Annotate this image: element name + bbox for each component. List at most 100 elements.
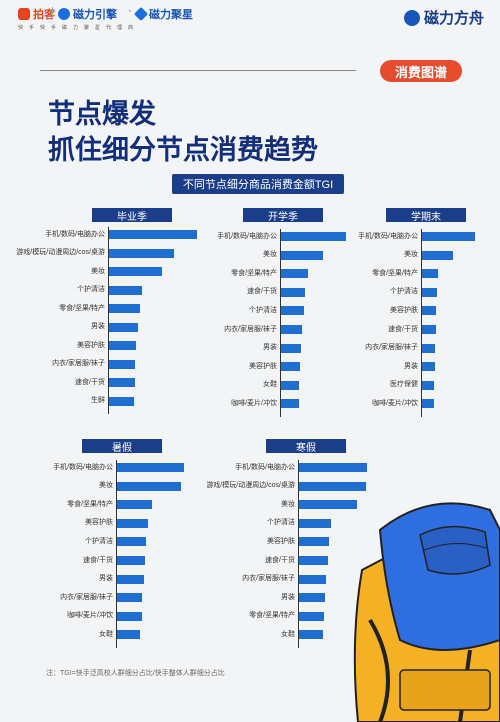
bar [422, 269, 438, 279]
bar [299, 500, 358, 510]
category-label: 速食/干货 [83, 556, 113, 564]
yinqing-brand: 磁力引擎 [58, 6, 117, 22]
page-title-line2: 抓住细分节点消费趋势 [48, 135, 318, 165]
section-tag: 消费图谱 [380, 60, 462, 82]
cili-fangzhou-label: 磁力方舟 [423, 10, 484, 27]
yinqing-logo-icon [58, 8, 70, 20]
category-label: 零食/坚果/特产 [372, 269, 418, 277]
bar [422, 287, 437, 297]
category-label: 零食/坚果/特产 [67, 500, 113, 508]
bar [299, 518, 331, 528]
bar [281, 232, 346, 241]
bar [117, 593, 143, 603]
bar [117, 611, 142, 621]
category-label: 美妆 [91, 267, 105, 275]
bar [422, 306, 437, 316]
category-label: 个护清洁 [390, 288, 418, 296]
category-label: 美容护肤 [249, 362, 277, 370]
bar [109, 378, 135, 387]
bar [117, 556, 146, 565]
category-label: 女鞋 [263, 381, 277, 389]
bar [109, 396, 134, 406]
bar [117, 537, 146, 547]
bar [422, 362, 435, 372]
category-label: 内衣/家居服/袜子 [224, 325, 277, 333]
category-label: 女鞋 [99, 630, 113, 638]
bar [422, 325, 436, 334]
cili-fangzhou-brand: 磁力方舟 [403, 7, 484, 28]
bar [117, 500, 152, 510]
kuaishou-sub-label: 拍客 [33, 9, 55, 21]
panel-header-4: 寒假 [266, 439, 346, 454]
header: 拍客 磁力引擎 · 磁力聚星 快手快手磁力聚星代理商 磁力方舟 [0, 0, 500, 36]
bar [299, 611, 325, 621]
brand-separator [52, 7, 53, 19]
divider-line [40, 70, 356, 71]
category-label: 美容护肤 [390, 306, 418, 314]
category-label: 美容护肤 [77, 341, 105, 349]
bar [422, 343, 436, 353]
panel-header-1: 开学季 [243, 208, 323, 223]
category-label: 内衣/家居服/袜子 [365, 344, 418, 352]
category-label: 内衣/家居服/袜子 [60, 593, 113, 601]
category-label: 美妆 [99, 482, 113, 490]
bar [299, 481, 366, 491]
category-label: 咖啡/麦片/冲饮 [67, 612, 113, 620]
category-label: 速食/干货 [247, 288, 277, 296]
bar [281, 306, 304, 316]
category-label: 手机/数码/电脑办公 [217, 232, 277, 240]
panel-axis-3 [116, 460, 117, 648]
category-label: 男装 [404, 362, 418, 370]
bar [422, 232, 475, 241]
category-label: 手机/数码/电脑办公 [358, 232, 418, 240]
panel-header-0: 毕业季 [92, 208, 172, 223]
bar [109, 341, 137, 350]
category-label: 个护清洁 [249, 306, 277, 314]
footnote: 注：TGI=快手泛高校人群细分占比/快手整体人群细分占比 [46, 670, 225, 677]
bar [281, 287, 306, 297]
category-label: 男装 [91, 323, 105, 330]
bar [299, 537, 329, 547]
bar [109, 230, 197, 239]
bar [299, 630, 324, 640]
panel-header-2: 学期末 [386, 208, 466, 223]
category-label: 速食/干货 [265, 556, 295, 564]
bar [299, 463, 367, 472]
bar [299, 574, 327, 584]
bar [109, 322, 139, 332]
category-label: 美妆 [404, 251, 418, 259]
backpack-illustration-icon [353, 502, 500, 722]
bar [281, 269, 309, 279]
category-label: 医疗保健 [390, 381, 418, 389]
category-label: 零食/坚果/特产 [231, 269, 277, 277]
category-label: 美容护肤 [267, 537, 295, 545]
category-label: 女鞋 [281, 630, 295, 638]
category-label: 游戏/模玩/动漫周边/cos/桌游 [206, 482, 295, 490]
bar [117, 574, 144, 584]
panel-axis-0 [108, 227, 109, 414]
category-label: 个护清洁 [85, 537, 113, 545]
bar [299, 593, 325, 603]
bar [109, 304, 140, 313]
bar [117, 463, 184, 472]
category-label: 咖啡/麦片/冲饮 [231, 399, 277, 407]
juxing-label: 磁力聚星 [149, 9, 193, 21]
bar [109, 359, 136, 369]
category-label: 男装 [263, 344, 277, 352]
category-label: 速食/干货 [75, 378, 105, 386]
bar [422, 250, 453, 260]
bar [281, 250, 324, 260]
kuaishou-brand: 拍客 [18, 6, 55, 22]
category-label: 美容护肤 [85, 519, 113, 527]
category-label: 美妆 [263, 251, 277, 259]
bar [281, 325, 303, 334]
panel-axis-1 [280, 229, 281, 417]
page-title-line1: 节点爆发 [48, 99, 156, 129]
category-label: 速食/干货 [388, 325, 418, 333]
category-label: 美妆 [281, 500, 295, 508]
category-label: 生鲜 [91, 397, 105, 404]
bar [281, 362, 300, 372]
category-label: 手机/数码/电脑办公 [235, 463, 295, 471]
panel-axis-4 [298, 460, 299, 648]
